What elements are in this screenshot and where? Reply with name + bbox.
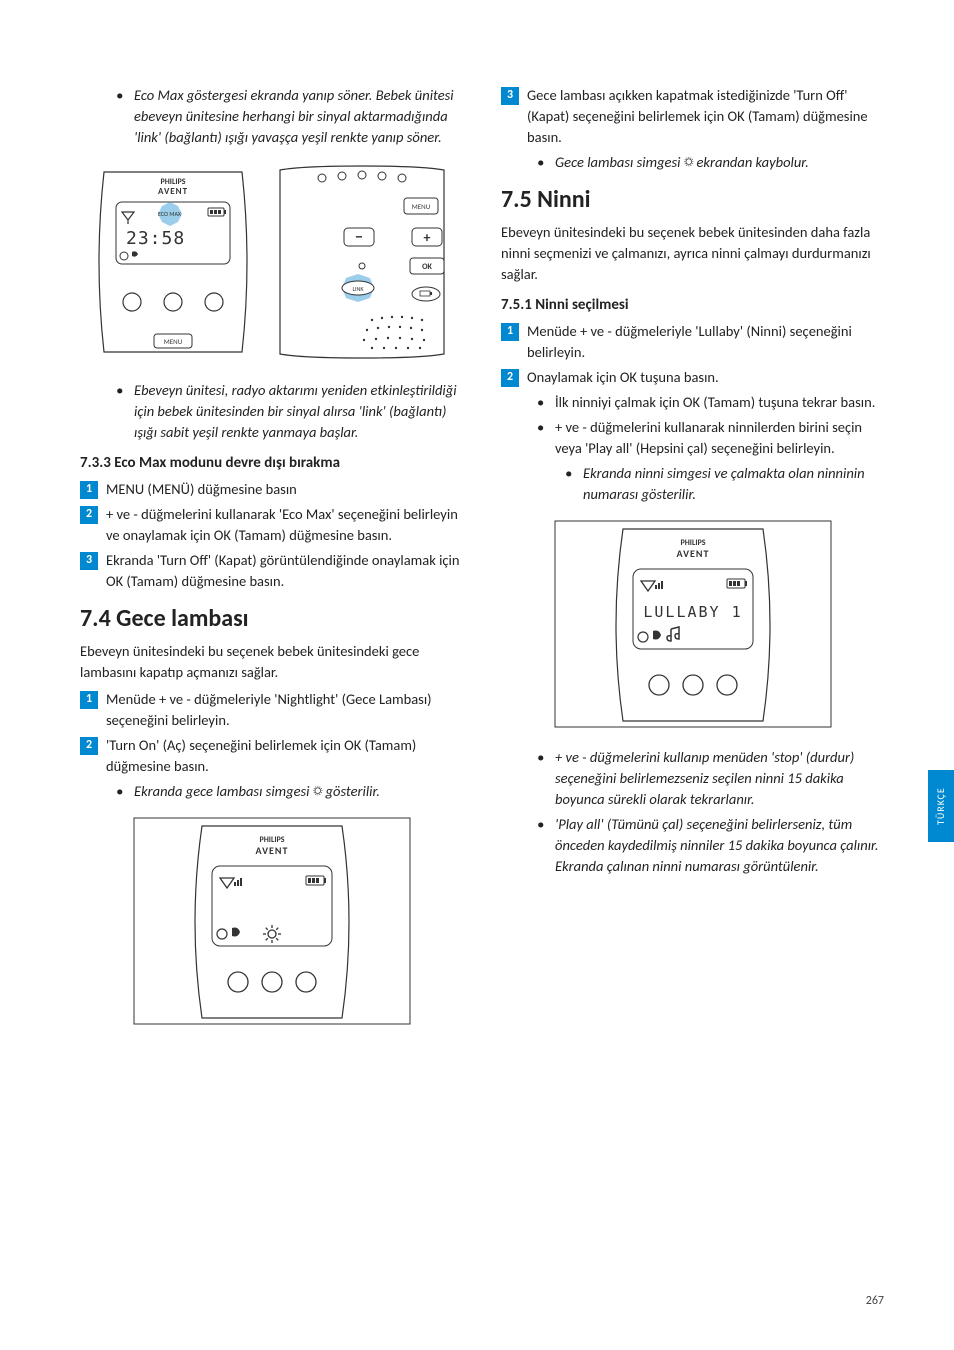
nightlight-shown-text: Ekranda gece lambası simgesi ☼ gösterili… (134, 781, 380, 802)
bullet-dot: • (108, 85, 134, 148)
step-text: Onaylamak için OK tuşuna basın. (527, 367, 719, 388)
lullaby-sub1-text: İlk ninniyi çalmak için OK (Tamam) tuşun… (555, 392, 875, 413)
left-column: • Eco Max göstergesi ekranda yanıp söner… (80, 85, 463, 1044)
svg-text:23:58: 23:58 (126, 228, 185, 249)
nightlight-shown-note: • Ekranda gece lambası simgesi ☼ gösteri… (108, 781, 463, 802)
step-7-5-1-2: 2 Onaylamak için OK tuşuna basın. (501, 367, 884, 388)
link-resumes-note: • Ebeveyn ünitesi, radyo aktarımı yenide… (108, 380, 463, 443)
lullaby-sub2-note: • Ekranda ninni simgesi ve çalmakta olan… (557, 463, 884, 505)
step-badge-2: 2 (501, 369, 519, 387)
step-text: + ve - düğmelerini kullanarak 'Eco Max' … (106, 504, 463, 546)
step-text: MENU (MENÜ) düğmesine basın (106, 479, 297, 500)
heading-7-4: 7.4 Gece lambası (80, 602, 463, 637)
heading-7-3-3: 7.3.3 Eco Max modunu devre dışı bırakma (80, 453, 463, 475)
eco-max-note: • Eco Max göstergesi ekranda yanıp söner… (108, 85, 463, 148)
lullaby-sub2: • + ve - düğmelerini kullanarak ninniler… (529, 417, 884, 459)
step-7-4-1: 1 Menüde + ve - düğmeleriyle 'Nightlight… (80, 689, 463, 731)
step-7-3-3-3: 3 Ekranda 'Turn Off' (Kapat) görüntülend… (80, 550, 463, 592)
step-text: Menüde + ve - düğmeleriyle 'Lullaby' (Ni… (527, 321, 884, 363)
step-badge-3: 3 (501, 87, 519, 105)
lullaby-sub2-note-text: Ekranda ninni simgesi ve çalmakta olan n… (583, 463, 884, 505)
svg-text:AVENT: AVENT (255, 844, 288, 857)
nightlight-off-text: Gece lambası simgesi ☼ ekrandan kaybolur… (555, 152, 809, 173)
intro-7-4: Ebeveyn ünitesindeki bu seçenek bebek ün… (80, 641, 463, 683)
figure-lullaby-device: PHILIPS AVENT LULLABY 1 (501, 519, 884, 729)
heading-7-5-1: 7.5.1 Ninni seçilmesi (501, 295, 884, 317)
step-text: Gece lambası açıkken kapatmak istediğini… (527, 85, 884, 148)
step-7-5-1-1: 1 Menüde + ve - düğmeleriyle 'Lullaby' (… (501, 321, 884, 363)
bullet-dot: • (529, 747, 555, 810)
figure-nightlight-device: PHILIPS AVENT (80, 816, 463, 1026)
heading-7-5: 7.5 Ninni (501, 183, 884, 218)
step-text: 'Turn On' (Aç) seçeneğini belirlemek içi… (106, 735, 463, 777)
page-number: 267 (866, 1293, 884, 1310)
bullet-dot: • (529, 392, 555, 413)
step-7-4-3: 3 Gece lambası açıkken kapatmak istediği… (501, 85, 884, 148)
svg-text:LINK: LINK (352, 285, 364, 293)
eco-max-note-text: Eco Max göstergesi ekranda yanıp söner. … (134, 85, 463, 148)
svg-text:OK: OK (422, 262, 432, 272)
svg-text:AVENT: AVENT (676, 547, 709, 560)
lullaby-repeat-text: + ve - düğmelerini kullanıp menüden 'sto… (555, 747, 884, 810)
svg-text:AVENT: AVENT (157, 186, 187, 197)
bullet-dot: • (108, 380, 134, 443)
right-column: 3 Gece lambası açıkken kapatmak istediği… (501, 85, 884, 1044)
step-badge-1: 1 (80, 691, 98, 709)
step-badge-2: 2 (80, 506, 98, 524)
svg-text:MENU: MENU (163, 337, 182, 346)
bullet-dot: • (529, 152, 555, 173)
svg-text:−: − (355, 228, 363, 247)
step-7-3-3-2: 2 + ve - düğmelerini kullanarak 'Eco Max… (80, 504, 463, 546)
step-badge-2: 2 (80, 737, 98, 755)
step-badge-1: 1 (80, 481, 98, 499)
svg-text:ECO MAX: ECO MAX (158, 210, 182, 218)
language-tab: TÜRKÇE (928, 770, 954, 842)
link-resumes-text: Ebeveyn ünitesi, radyo aktarımı yeniden … (134, 380, 463, 443)
intro-7-5: Ebeveyn ünitesindeki bu seçenek bebek ün… (501, 222, 884, 285)
lullaby-playall-text: 'Play all' (Tümünü çal) seçeneğini belir… (555, 814, 884, 877)
figure-eco-max-devices: PHILIPS AVENT ECO MAX 23: (80, 162, 463, 362)
sun-icon: ☼ (313, 784, 323, 799)
bullet-dot: • (529, 417, 555, 459)
bullet-dot: • (529, 814, 555, 877)
nightlight-off-note: • Gece lambası simgesi ☼ ekrandan kaybol… (529, 152, 884, 173)
step-text: Ekranda 'Turn Off' (Kapat) görüntülendiğ… (106, 550, 463, 592)
step-7-4-2: 2 'Turn On' (Aç) seçeneğini belirlemek i… (80, 735, 463, 777)
svg-text:LULLABY 1: LULLABY 1 (643, 603, 742, 621)
lullaby-sub1: • İlk ninniyi çalmak için OK (Tamam) tuş… (529, 392, 884, 413)
bullet-dot: • (557, 463, 583, 505)
sun-icon: ☼ (684, 155, 694, 170)
svg-text:MENU: MENU (411, 202, 430, 211)
lullaby-repeat-note: • + ve - düğmelerini kullanıp menüden 's… (529, 747, 884, 810)
step-badge-1: 1 (501, 323, 519, 341)
lullaby-sub2-text: + ve - düğmelerini kullanarak ninnilerde… (555, 417, 884, 459)
step-text: Menüde + ve - düğmeleriyle 'Nightlight' … (106, 689, 463, 731)
lullaby-playall-note: • 'Play all' (Tümünü çal) seçeneğini bel… (529, 814, 884, 877)
step-badge-3: 3 (80, 552, 98, 570)
svg-text:+: + (423, 229, 430, 246)
step-7-3-3-1: 1 MENU (MENÜ) düğmesine basın (80, 479, 463, 500)
bullet-dot: • (108, 781, 134, 802)
